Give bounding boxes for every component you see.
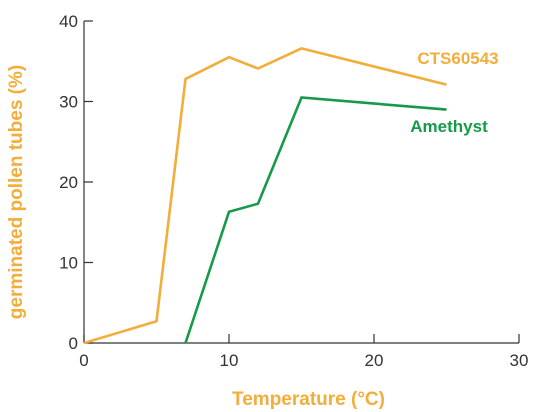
x-tick-label: 0	[79, 351, 88, 370]
y-tick-label: 30	[59, 93, 78, 112]
series-layer: CTS60543 Amethyst	[83, 47, 499, 345]
y-tick-label: 10	[59, 254, 78, 273]
y-tick-label: 20	[59, 173, 78, 192]
x-tick-label: 10	[220, 351, 239, 370]
series-line-cts60543	[83, 47, 447, 345]
y-tick-label: 40	[59, 12, 78, 31]
x-tick-label: 20	[365, 351, 384, 370]
series-label-amethyst: Amethyst	[410, 117, 488, 136]
y-axis-title: germinated pollen tubes (%)	[6, 65, 27, 319]
x-tick-label: 30	[510, 351, 529, 370]
x-axis-ticks: 0 10 20 30	[79, 334, 528, 370]
y-tick-label: 0	[69, 334, 78, 353]
series-line-amethyst	[184, 96, 447, 344]
y-axis-ticks: 0 10 20 30 40	[59, 12, 93, 353]
x-axis-title: Temperature (°C)	[232, 389, 385, 410]
series-label-cts60543: CTS60543	[417, 49, 498, 68]
